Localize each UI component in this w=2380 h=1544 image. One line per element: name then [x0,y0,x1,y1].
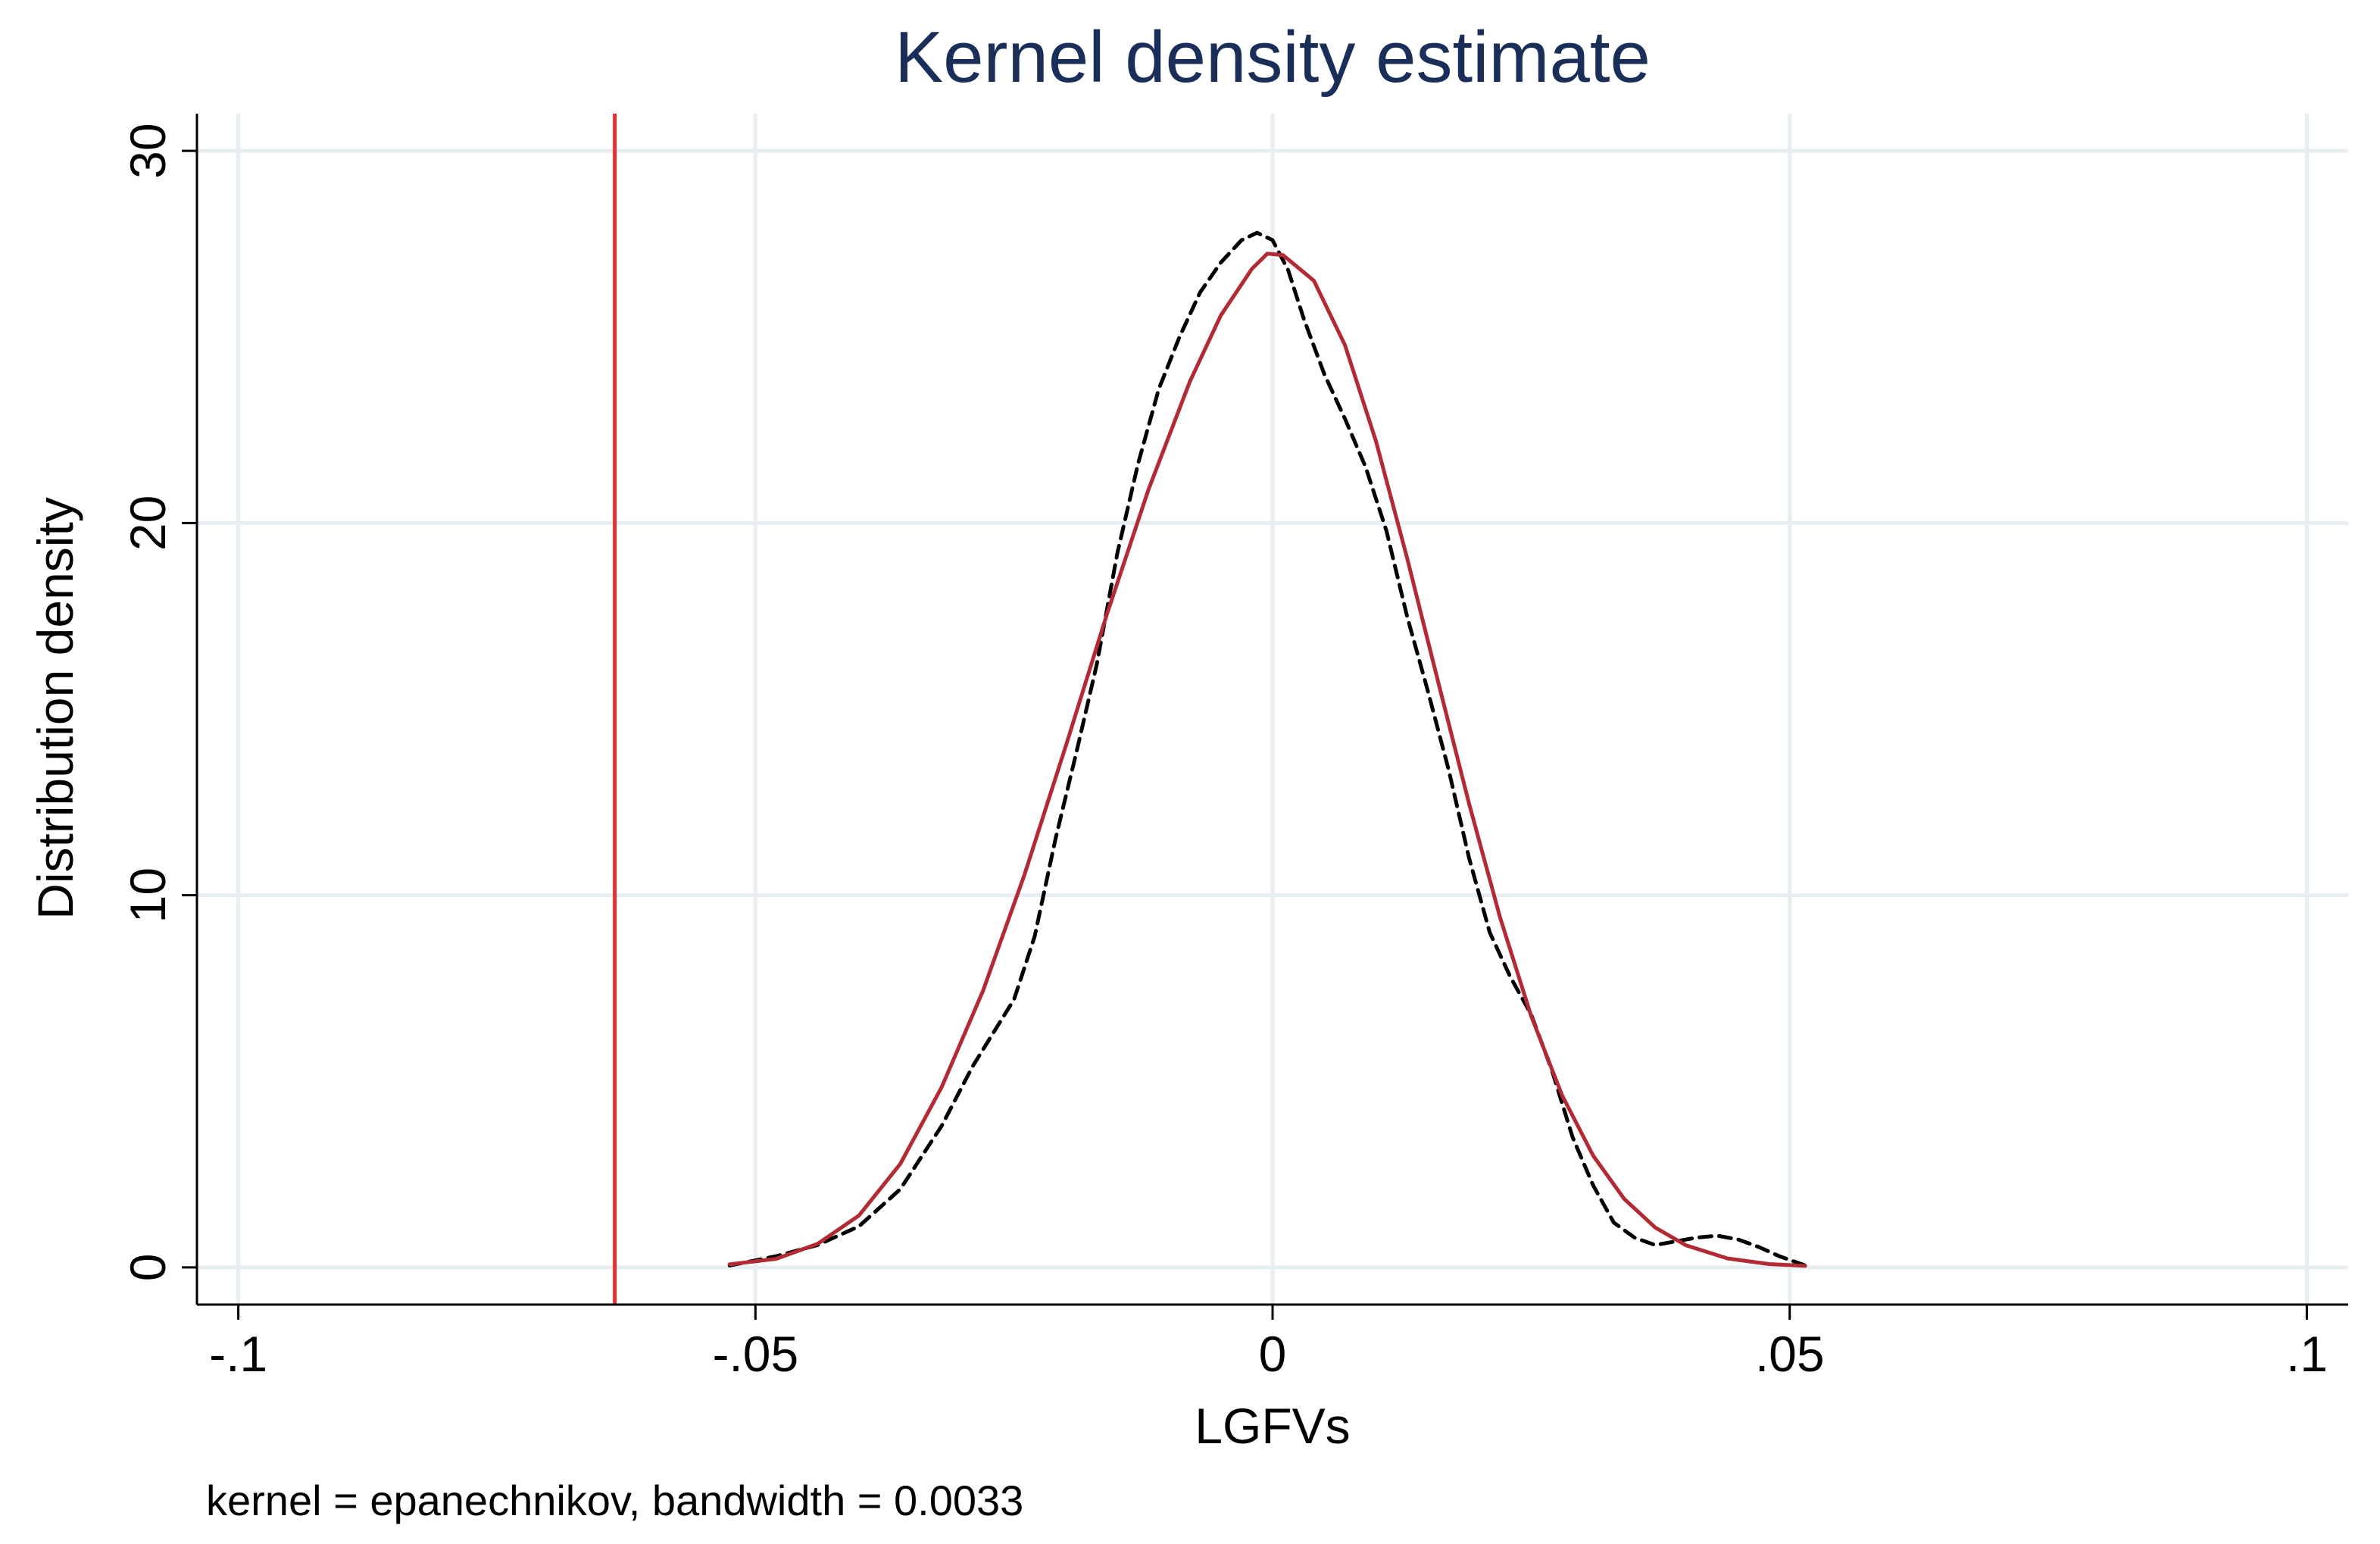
x-tick-label: -.1 [209,1326,267,1382]
y-tick-label: 0 [120,1254,176,1282]
x-tick-label: .1 [2286,1326,2328,1382]
y-axis-ticks: 0 10 20 30 [120,123,197,1281]
grid-lines [197,114,2348,1305]
series-dashed-kde-line [727,230,1807,1267]
y-tick-label: 10 [120,867,176,923]
x-axis-ticks: -.1 -.05 0 .05 .1 [209,1305,2328,1382]
chart-title: Kernel density estimate [895,17,1651,98]
series-solid-normal-line [727,252,1807,1268]
y-tick-label: 20 [120,495,176,551]
kernel-note: kernel = epanechnikov, bandwidth = 0.003… [206,1477,1023,1524]
y-tick-label: 30 [120,123,176,178]
x-tick-label: -.05 [712,1326,798,1382]
x-tick-label: .05 [1755,1326,1825,1382]
y-axis-title: Distribution density [27,497,83,920]
x-tick-label: 0 [1259,1326,1287,1382]
series-group [727,230,1807,1268]
x-axis-title: LGFVs [1195,1398,1350,1454]
